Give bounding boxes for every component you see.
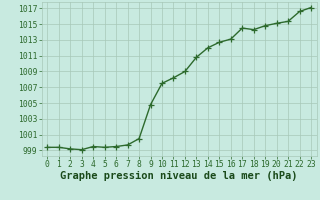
X-axis label: Graphe pression niveau de la mer (hPa): Graphe pression niveau de la mer (hPa) [60, 171, 298, 181]
